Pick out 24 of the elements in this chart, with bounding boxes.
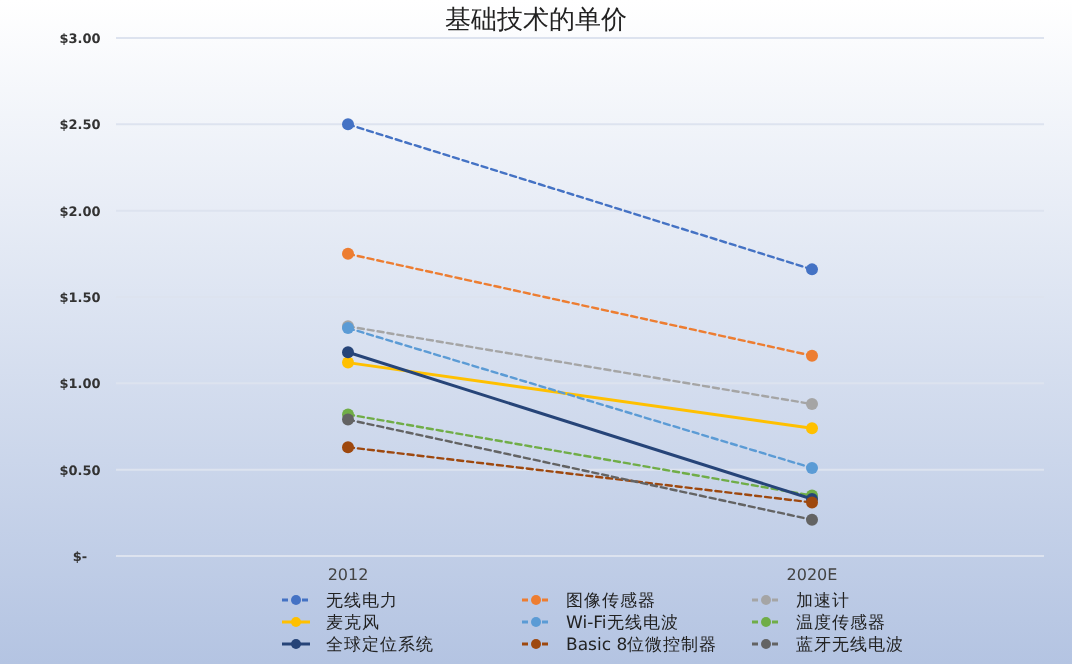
point [342,346,354,359]
legend-label: Basic 8位微控制器 [566,634,718,657]
point [806,513,818,526]
point [806,263,818,276]
point [806,349,818,362]
point [806,461,818,474]
x-tick-label: 2020E [786,566,838,584]
legend-label: 温度传感器 [796,612,886,635]
point [806,398,818,411]
legend-label: 加速计 [796,590,850,613]
chart-title: 基础技术的单价 [445,6,627,36]
legend-label: 图像传感器 [566,590,656,613]
legend-label: 麦克风 [326,612,380,635]
point [342,118,354,131]
point [806,422,818,435]
point [342,247,354,260]
point [342,356,354,369]
point [342,441,354,454]
legend-label: 全球定位系统 [326,634,434,657]
x-tick-label: 2012 [327,566,369,584]
point [342,413,354,426]
legend-label: Wi-Fi无线电波 [566,612,679,635]
legend-label: 无线电力 [326,590,398,613]
legend-label: 蓝牙无线电波 [796,634,904,657]
